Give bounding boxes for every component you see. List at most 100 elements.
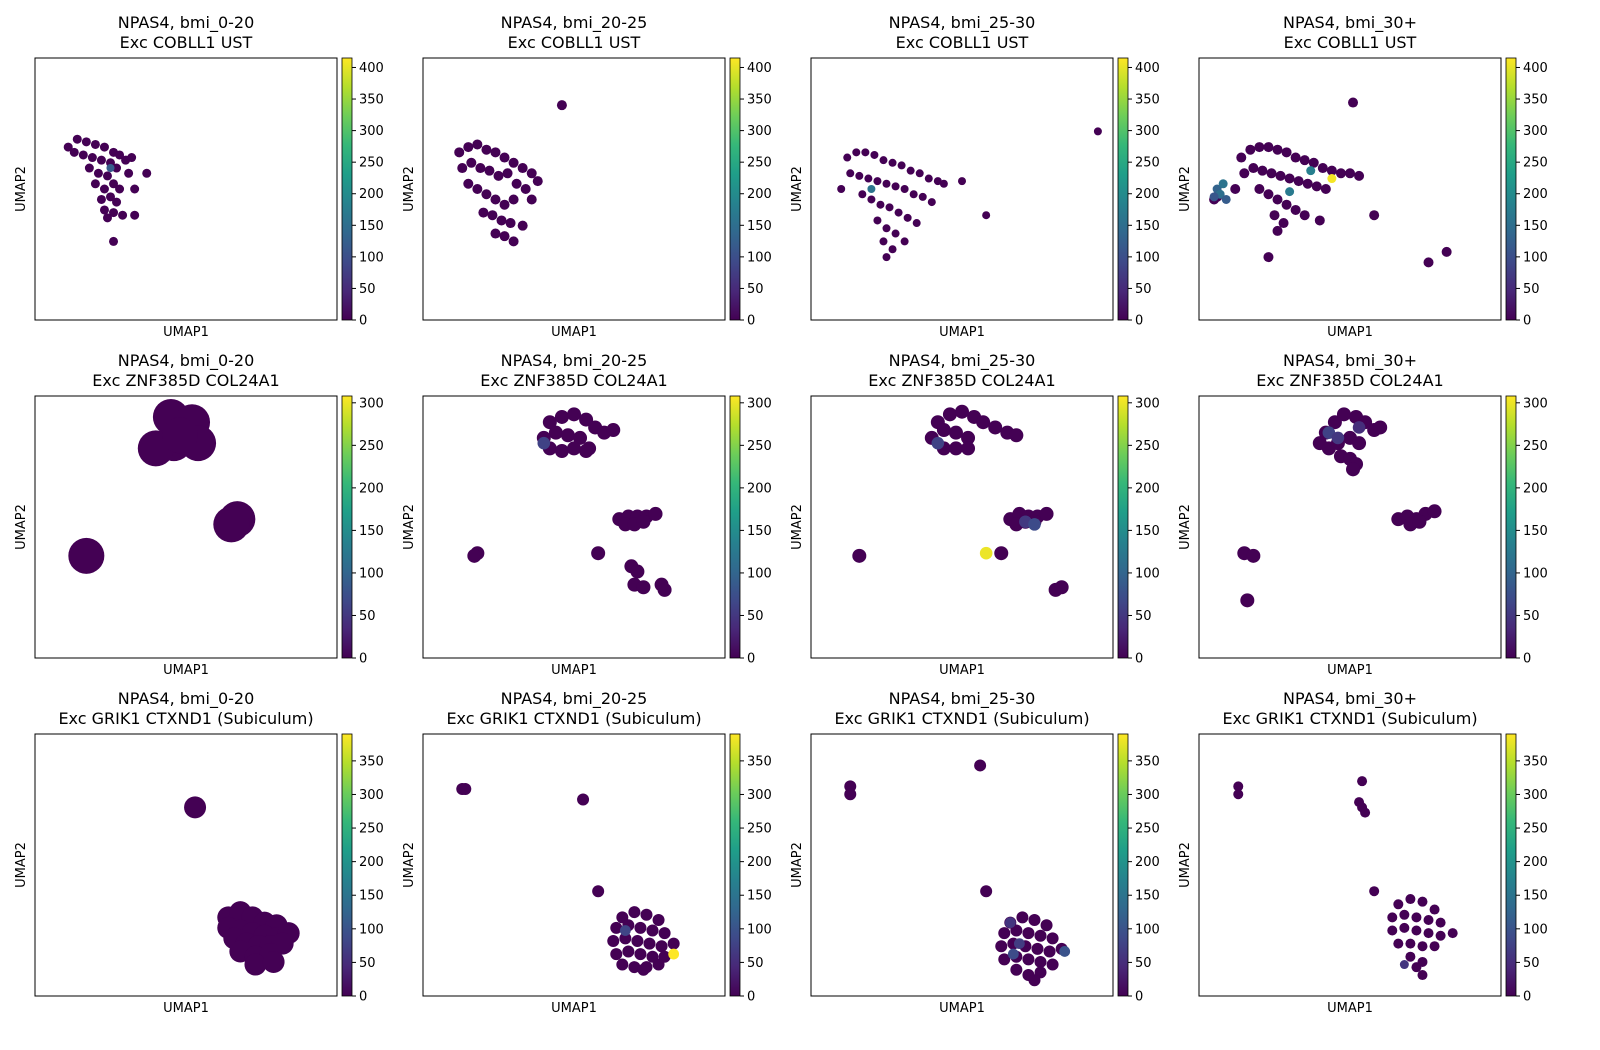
data-point xyxy=(1429,904,1440,915)
y-axis-label: UMAP2 xyxy=(14,842,29,888)
data-point xyxy=(1354,170,1365,181)
colorbar-tick-label: 150 xyxy=(359,889,384,904)
colorbar-tick-label: 100 xyxy=(1135,566,1160,581)
colorbar-tick-label: 50 xyxy=(359,282,376,297)
colorbar-tick-label: 0 xyxy=(1135,990,1143,1005)
data-point xyxy=(457,163,468,174)
data-point xyxy=(844,788,857,801)
data-point xyxy=(127,153,137,163)
data-point xyxy=(858,190,867,199)
y-axis-label: UMAP2 xyxy=(1178,166,1193,212)
data-point xyxy=(90,139,100,149)
data-point xyxy=(68,537,105,574)
data-point xyxy=(1299,210,1310,221)
x-axis-label: UMAP1 xyxy=(551,1001,597,1016)
data-point xyxy=(1236,152,1247,163)
data-point xyxy=(1429,941,1440,952)
data-point xyxy=(472,184,483,194)
data-point xyxy=(1240,593,1255,608)
colorbar-tick-label: 0 xyxy=(747,314,755,329)
colorbar-tick-label: 100 xyxy=(1523,922,1548,937)
colorbar-tick-label: 0 xyxy=(1135,652,1143,667)
colorbar-tick-label: 250 xyxy=(359,156,384,171)
colorbar-tick-label: 50 xyxy=(1523,956,1540,971)
y-axis-label: UMAP2 xyxy=(1178,842,1193,888)
subplot-8: NPAS4, bmi_30+Exc ZNF385D COL24A1 UMAP1 UM… xyxy=(1178,351,1548,678)
data-point xyxy=(499,199,510,210)
axes-frame xyxy=(1198,733,1502,997)
colorbar-tick-label: 300 xyxy=(1135,788,1160,803)
data-point xyxy=(511,178,522,189)
colorbar-tick-label: 200 xyxy=(1523,187,1548,202)
x-axis-label: UMAP1 xyxy=(939,663,985,678)
colorbar-tick-label: 100 xyxy=(359,922,384,937)
data-point xyxy=(1245,144,1256,155)
data-point xyxy=(508,157,519,168)
data-point xyxy=(244,953,267,976)
data-point xyxy=(478,207,489,218)
data-point xyxy=(542,415,557,430)
colorbar-tick-label: 50 xyxy=(747,956,764,971)
axes-frame xyxy=(810,733,1114,997)
data-point xyxy=(1275,170,1286,181)
colorbar-tick-label: 200 xyxy=(747,855,772,870)
colorbar-tick-label: 50 xyxy=(1523,609,1540,624)
colorbar-tick-label: 50 xyxy=(1135,282,1152,297)
data-point xyxy=(988,420,1003,435)
axes-frame xyxy=(810,57,1114,321)
subplot-title-line2: Exc ZNF385D COL24A1 xyxy=(480,371,667,390)
data-point xyxy=(481,144,492,155)
subplot-title-line1: NPAS4, bmi_0-20 xyxy=(118,351,255,371)
colorbar-tick-label: 300 xyxy=(359,396,384,411)
data-point xyxy=(1373,420,1388,435)
data-point xyxy=(906,166,915,175)
colorbar-tick-label: 50 xyxy=(359,609,376,624)
colorbar-tick-label: 300 xyxy=(359,124,384,139)
data-point xyxy=(873,216,882,225)
data-point xyxy=(882,179,891,188)
data-point xyxy=(864,174,873,183)
data-point xyxy=(667,937,680,950)
x-axis-label: UMAP1 xyxy=(163,663,209,678)
data-point xyxy=(900,185,909,193)
colorbar-tick-label: 200 xyxy=(1135,481,1160,496)
data-point xyxy=(630,564,645,579)
data-point xyxy=(1335,168,1346,179)
data-point xyxy=(888,158,897,167)
y-axis-label: UMAP2 xyxy=(1178,504,1193,550)
colorbar-tick-label: 400 xyxy=(1135,61,1160,76)
data-point xyxy=(1327,415,1342,430)
data-point xyxy=(579,412,594,427)
highlight-point xyxy=(619,925,631,936)
data-point xyxy=(109,208,119,218)
data-point xyxy=(1031,942,1044,955)
y-axis-label: UMAP2 xyxy=(790,166,805,212)
scatter-points xyxy=(454,100,567,247)
data-point xyxy=(867,195,876,204)
colorbar-tick-label: 200 xyxy=(1523,481,1548,496)
subplot-title-line1: NPAS4, bmi_20-25 xyxy=(501,13,648,33)
data-point xyxy=(909,190,918,199)
data-point xyxy=(622,945,635,958)
scatter-points xyxy=(837,127,1102,262)
axes-frame xyxy=(422,57,726,321)
colorbar-tick-label: 200 xyxy=(1135,187,1160,202)
data-point xyxy=(548,425,563,440)
subplot-title-line1: NPAS4, bmi_30+ xyxy=(1283,689,1417,709)
colorbar-tick-label: 350 xyxy=(747,93,772,108)
subplot-title-line1: NPAS4, bmi_0-20 xyxy=(118,13,255,33)
data-point xyxy=(980,885,993,898)
data-point xyxy=(1272,144,1283,155)
x-axis-label: UMAP1 xyxy=(939,1001,985,1016)
data-point xyxy=(1412,514,1427,529)
data-point xyxy=(998,927,1011,940)
subplot-title-line1: NPAS4, bmi_25-30 xyxy=(889,351,1036,371)
colorbar-tick-label: 150 xyxy=(1135,524,1160,539)
colorbar-tick-label: 300 xyxy=(747,788,772,803)
data-point xyxy=(652,914,665,927)
data-point xyxy=(998,953,1011,966)
